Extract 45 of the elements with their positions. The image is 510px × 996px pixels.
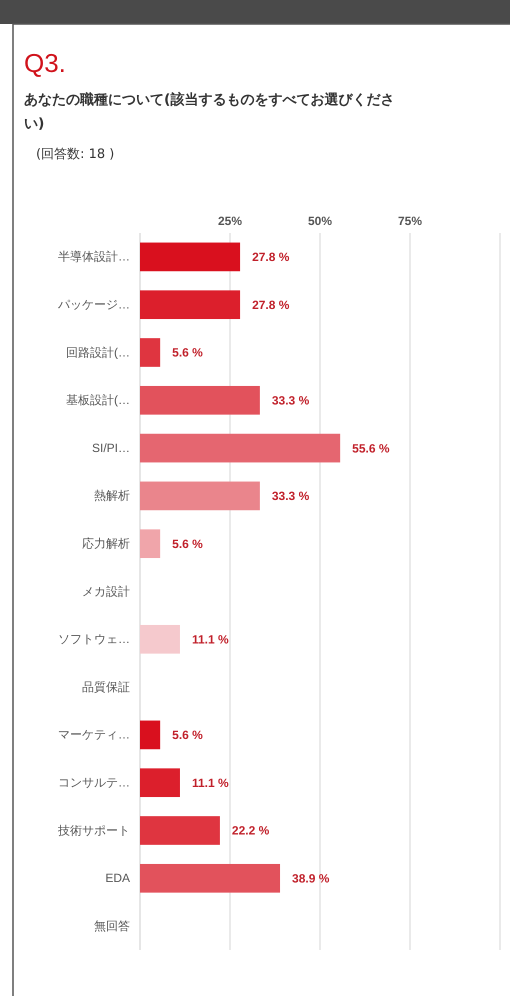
data-label: 5.6 % <box>172 536 204 551</box>
y-tick-label: メカ設計 <box>82 584 130 598</box>
x-tick-label: 50% <box>308 214 332 228</box>
text: (回答数: 18 ) <box>36 147 114 162</box>
data-label: 11.1 % <box>192 776 229 790</box>
bar <box>140 864 280 893</box>
y-tick-label: 半導体設計… <box>58 250 130 264</box>
data-label: 55.6 % <box>352 441 390 456</box>
bar <box>140 816 220 845</box>
bar <box>140 624 180 654</box>
y-tick-label: SI/PI… <box>92 440 130 455</box>
chart-title: Q3. <box>24 48 66 78</box>
bar <box>140 720 160 750</box>
y-tick-label: EDA <box>105 871 130 886</box>
y-tick-label: 基板設計(… <box>66 393 130 408</box>
bar <box>140 386 260 415</box>
y-tick-label: 無回答 <box>94 918 130 933</box>
bar <box>140 242 240 272</box>
data-label: 38.9 % <box>292 872 330 886</box>
y-tick-label: 品質保証 <box>82 680 130 694</box>
data-label: 22.2 % <box>232 824 270 838</box>
x-tick-label: 75% <box>398 214 422 228</box>
bar <box>140 434 340 462</box>
y-tick-label: 回路設計(… <box>66 345 130 360</box>
y-tick-label: 熱解析 <box>94 488 130 503</box>
data-label: 27.8 % <box>252 250 290 264</box>
data-label: 11.1 % <box>192 632 229 646</box>
data-label: 5.6 % <box>172 346 204 360</box>
y-tick-label: コンサルテ… <box>58 776 130 790</box>
bar <box>140 529 160 558</box>
bar <box>140 482 260 510</box>
bar <box>140 338 160 367</box>
y-tick-label: ソフトウェ… <box>58 632 130 646</box>
chart-subtitle: あなたの職種について(該当するものをすべてお選びください) <box>24 91 394 132</box>
data-label: 33.3 % <box>272 394 310 408</box>
data-label: 5.6 % <box>172 728 204 742</box>
y-tick-label: 技術サポート <box>57 823 130 838</box>
y-tick-label: マーケティ… <box>58 728 130 742</box>
data-label: 33.3 % <box>272 489 310 504</box>
y-tick-label: パッケージ… <box>57 298 130 312</box>
bar <box>140 290 240 320</box>
x-tick-label: 25% <box>218 214 242 228</box>
data-label: 27.8 % <box>252 298 290 312</box>
y-tick-label: 応力解析 <box>82 536 130 551</box>
bar <box>140 768 180 798</box>
